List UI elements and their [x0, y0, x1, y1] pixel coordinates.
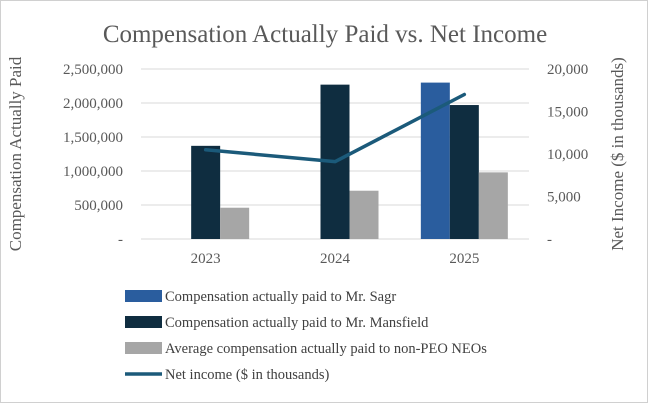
- net-income-line-layer: [203, 92, 467, 164]
- left-tick-label: 500,000: [74, 198, 123, 214]
- left-tick-label: -: [118, 232, 123, 248]
- legend-item-average-compensation-actually-paid-to-non-peo-neos: Average compensation actually paid to no…: [125, 341, 487, 357]
- bar-average-compensation-actually-paid-to-non-peo-neos-2024: [349, 190, 379, 239]
- legend-label: Compensation actually paid to Mr. Sagr: [165, 289, 396, 305]
- legend-label: Average compensation actually paid to no…: [165, 341, 487, 357]
- right-tick-label: 20,000: [547, 62, 588, 78]
- legend-item-net-income-in-thousands: Net income ($ in thousands): [125, 367, 329, 383]
- legend-item-compensation-actually-paid-to-mr-sagr: Compensation actually paid to Mr. Sagr: [125, 289, 396, 305]
- legend-label: Compensation actually paid to Mr. Mansfi…: [165, 315, 429, 331]
- right-tick-label: -: [547, 232, 552, 248]
- legend-label: Net income ($ in thousands): [165, 367, 329, 383]
- chart-title: Compensation Actually Paid vs. Net Incom…: [103, 21, 547, 48]
- legend: Compensation actually paid to Mr. Sagr Co…: [125, 289, 487, 383]
- legend-swatch: [125, 342, 162, 354]
- point-net-income-in-thousands-2025: [463, 94, 465, 95]
- point-net-income-in-thousands-2024: [334, 161, 336, 163]
- left-tick-label: 1,000,000: [63, 164, 123, 180]
- category-label-2024: 2024: [320, 251, 351, 267]
- point-net-income-in-thousands-2023: [205, 149, 207, 151]
- right-axis-title: Net Income ($ in thousands): [608, 57, 627, 251]
- category-label-2023: 2023: [191, 251, 221, 267]
- left-axis-title: Compensation Actually Paid: [6, 56, 25, 251]
- bar-average-compensation-actually-paid-to-non-peo-neos-2023: [220, 207, 250, 239]
- left-tick-label: 2,500,000: [63, 62, 123, 78]
- category-axis-ticks: 2023 2024 2025: [191, 251, 480, 267]
- category-label-2025: 2025: [449, 251, 479, 267]
- bar-compensation-actually-paid-to-mr-mansfield-2023: [191, 145, 221, 239]
- left-tick-label: 2,000,000: [63, 96, 123, 112]
- legend-item-compensation-actually-paid-to-mr-mansfield: Compensation actually paid to Mr. Mansfi…: [125, 315, 429, 331]
- right-tick-label: 5,000: [547, 190, 581, 206]
- bar-compensation-actually-paid-to-mr-mansfield-2025: [449, 105, 479, 239]
- legend-swatch: [125, 316, 162, 328]
- right-tick-label: 10,000: [547, 147, 588, 163]
- bars: [191, 82, 508, 239]
- right-axis-ticks: - 5,000 10,000 15,000 20,000: [547, 62, 588, 248]
- legend-swatch: [125, 290, 162, 302]
- left-axis-ticks: - 500,000 1,000,000 1,500,000 2,000,000 2,500…: [63, 62, 123, 248]
- right-tick-label: 15,000: [547, 105, 588, 121]
- bar-average-compensation-actually-paid-to-non-peo-neos-2025: [478, 172, 508, 239]
- left-tick-label: 1,500,000: [63, 130, 123, 146]
